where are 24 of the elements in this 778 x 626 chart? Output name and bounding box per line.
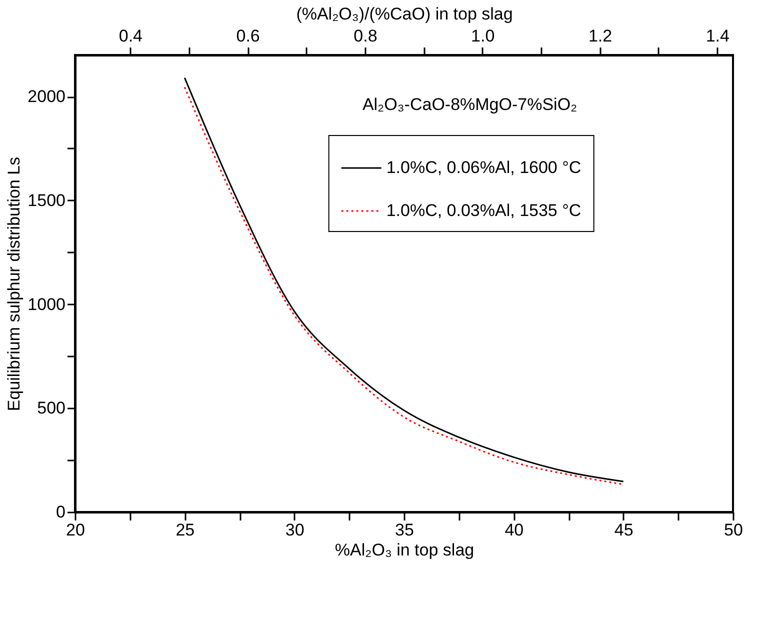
x-tick-label: 35 (395, 520, 414, 540)
x-tick-label: 40 (504, 520, 524, 540)
y-tick-label: 2000 (28, 87, 66, 106)
annotation: Al₂O₃-CaO-8%MgO-7%SiO₂ (362, 95, 578, 114)
x2-tick-label: 1.4 (706, 26, 730, 46)
x-tick-label: 30 (285, 520, 304, 540)
x-tick-label: 50 (724, 520, 743, 540)
x-tick-label: 25 (176, 520, 195, 540)
y-axis-title: Equilibrium sulphur distribution Ls (4, 156, 24, 412)
x-axis-title: %Al₂O₃ in top slag (334, 540, 474, 560)
x2-tick-label: 0.4 (118, 26, 142, 46)
x2-tick-label: 1.0 (471, 26, 495, 46)
y-tick-label: 1500 (28, 190, 66, 210)
y-tick-label: 500 (37, 398, 66, 418)
y-tick-label: 0 (56, 502, 66, 522)
legend-label: 1.0%C, 0.06%Al, 1600 °C (386, 158, 582, 177)
x2-tick-label: 0.8 (354, 26, 378, 46)
x-tick-label: 20 (66, 520, 85, 540)
y-tick-label: 1000 (28, 294, 66, 314)
x2-axis-title: (%Al₂O₃)/(%CaO) in top slag (296, 4, 513, 24)
x2-tick-label: 0.6 (236, 26, 260, 46)
x-tick-label: 45 (614, 520, 634, 540)
legend-label: 1.0%C, 0.03%Al, 1535 °C (386, 200, 582, 220)
x2-tick-label: 1.2 (588, 26, 612, 46)
